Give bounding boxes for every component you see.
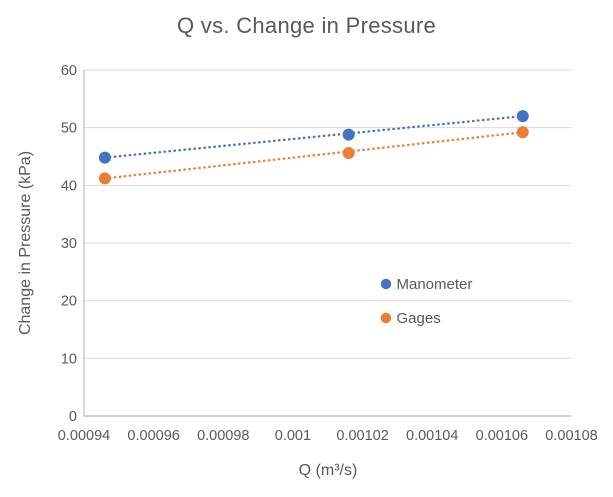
y-tick-label: 30 — [61, 236, 77, 252]
data-point-gages[interactable] — [98, 172, 111, 185]
legend-marker-gages[interactable] — [380, 312, 392, 324]
trendline-manometer[interactable] — [103, 114, 524, 159]
data-point-gages[interactable] — [342, 147, 355, 160]
x-tick-label: 0.00102 — [336, 428, 388, 444]
legend-marker-manometer[interactable] — [380, 278, 392, 290]
y-tick-label: 50 — [61, 121, 77, 137]
data-point-manometer[interactable] — [98, 151, 111, 164]
trendline-gages[interactable] — [103, 131, 524, 180]
x-tick-label: 0.00098 — [197, 428, 249, 444]
data-point-gages[interactable] — [516, 126, 529, 139]
y-tick-label: 40 — [61, 178, 77, 194]
y-tick-label: 60 — [61, 63, 77, 79]
data-point-manometer[interactable] — [516, 110, 529, 123]
legend-label-manometer[interactable]: Manometer — [397, 276, 473, 293]
y-tick-label: 0 — [69, 409, 77, 425]
y-tick-label: 10 — [61, 351, 77, 367]
chart-title[interactable]: Q vs. Change in Pressure — [176, 13, 437, 38]
x-tick-label: 0.00104 — [406, 428, 458, 444]
data-point-manometer[interactable] — [342, 128, 355, 141]
x-tick-label: 0.00096 — [127, 428, 179, 444]
x-tick-label: 0.001 — [275, 428, 311, 444]
x-tick-label: 0.00108 — [545, 428, 597, 444]
legend-label-gages[interactable]: Gages — [397, 310, 441, 327]
x-tick-label: 0.00094 — [58, 428, 110, 444]
x-tick-label: 0.00106 — [476, 428, 528, 444]
x-axis-title: Q (m³/s) — [298, 462, 358, 479]
y-tick-label: 20 — [61, 294, 77, 310]
